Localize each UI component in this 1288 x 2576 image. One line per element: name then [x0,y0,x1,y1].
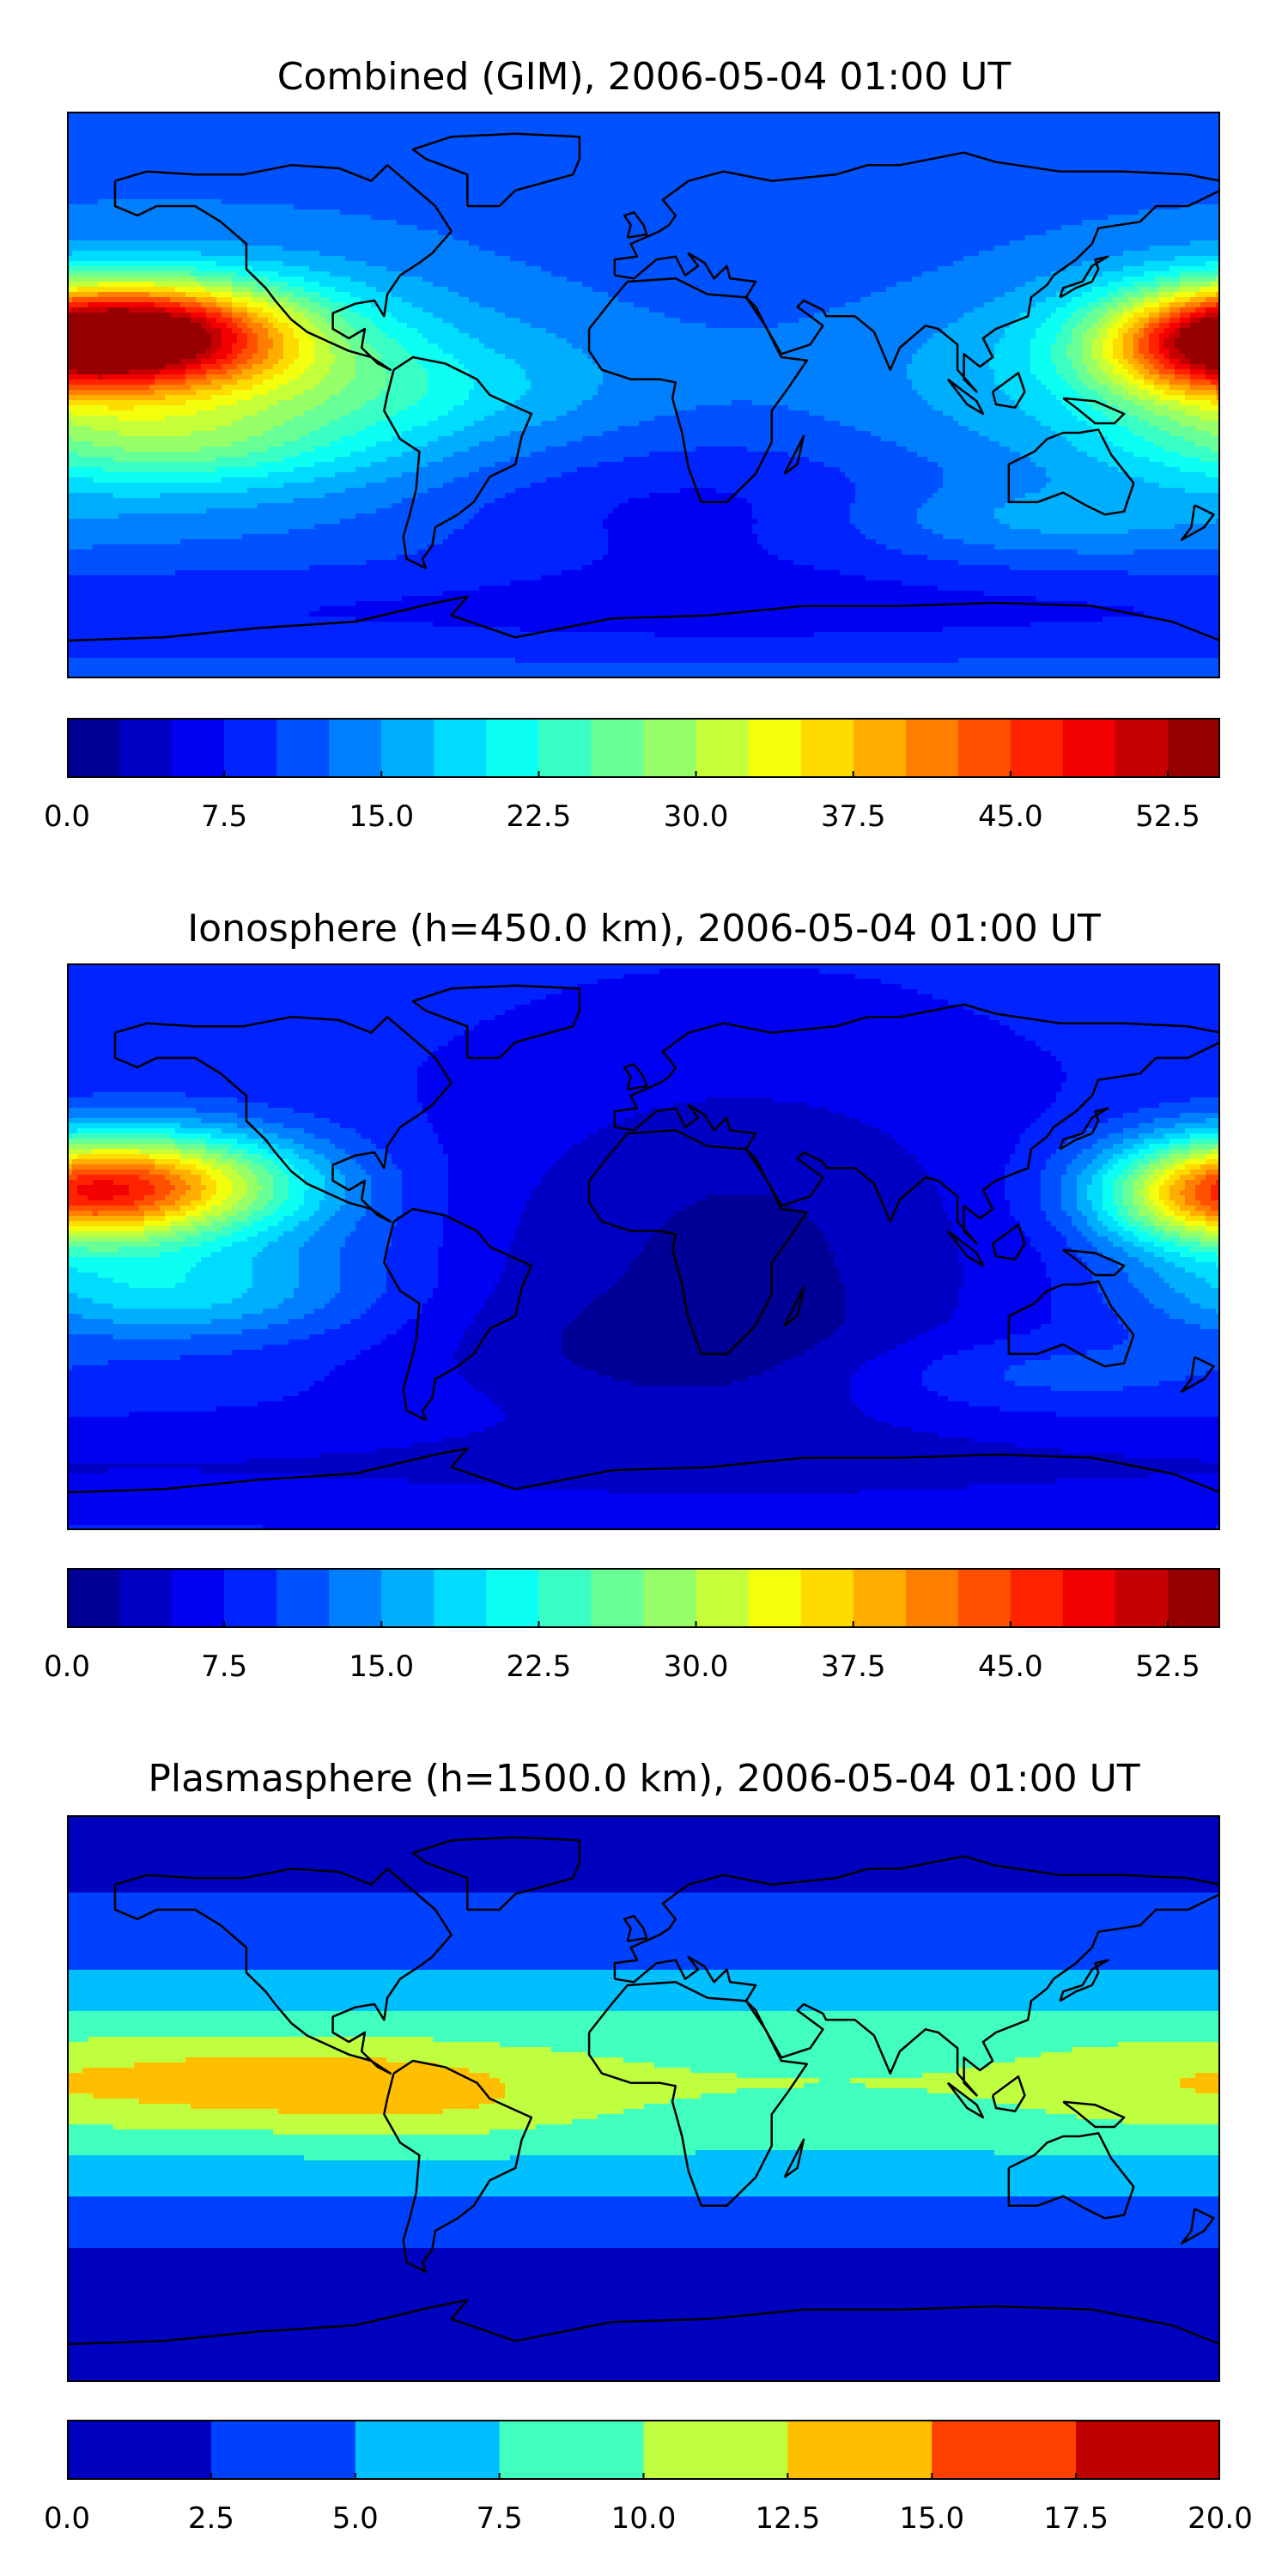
colorbar-segment [224,718,277,778]
colorbar-segment [591,718,645,778]
colorbar-tick-label: 15.0 [349,1649,415,1684]
colorbar-tick-label: 37.5 [820,1649,886,1684]
colorbar-segment [172,1568,225,1628]
colorbar-tick-label: 52.5 [1135,1649,1200,1684]
colorbar-segment [381,1568,434,1628]
colorbar-tick-label: 15.0 [349,799,415,834]
colorbar-tick-label: 7.5 [476,2501,523,2536]
colorbar-segment [119,1568,173,1628]
colorbar-segment [748,718,802,778]
colorbar-segment [210,2420,356,2480]
colorbar-segment [1062,718,1116,778]
colorbar-segment [434,1568,487,1628]
colorbar-segment [538,1568,592,1628]
colorbar-segment [1115,718,1169,778]
colorbar-tick-label: 0.0 [43,2501,91,2536]
panel-2-map [67,963,1220,1530]
colorbar-tick-label: 12.5 [755,2501,821,2536]
colorbar-segment [932,2420,1077,2480]
colorbar-segment [696,718,750,778]
colorbar-segment [67,2420,212,2480]
colorbar-tick-label: 30.0 [663,1649,729,1684]
colorbar-segment [276,1568,330,1628]
panel-2-colorbar-ticks: 0.0 7.5 15.0 22.5 30.0 37.5 45.0 52.5 [0,1647,1288,1690]
colorbar-segment [355,2420,501,2480]
colorbar-segment [329,718,382,778]
panel-3-map [67,1815,1220,2382]
panel-1-title: Combined (GIM), 2006-05-04 01:00 UT [276,55,1012,99]
colorbar-tick-label: 45.0 [977,799,1043,834]
colorbar-tick-label: 5.0 [331,2501,379,2536]
colorbar-tick-label: 7.5 [201,799,248,834]
colorbar-segment [1010,718,1064,778]
colorbar-segment [1076,2420,1220,2480]
colorbar-segment [329,1568,382,1628]
colorbar-segment [224,1568,277,1628]
colorbar-segment [957,1568,1012,1628]
colorbar-segment [486,1568,540,1628]
colorbar-segment [643,1568,697,1628]
colorbar-tick-label: 15.0 [899,2501,965,2536]
panel-3-title: Plasmasphere (h=1500.0 km), 2006-05-04 0… [148,1757,1140,1801]
colorbar-segment [499,2420,645,2480]
colorbar-tick-label: 0.0 [43,799,91,834]
panel-3-colorbar-ticks: 0.0 2.5 5.0 7.5 10.0 12.5 15.0 17.5 20.0 [0,2499,1288,2542]
colorbar-segment [67,1568,120,1628]
colorbar-tick-label: 22.5 [506,799,572,834]
colorbar-tick-label: 10.0 [611,2501,677,2536]
colorbar-segment [1167,718,1220,778]
panel-3-colorbar [67,2420,1220,2480]
colorbar-segment [748,1568,802,1628]
colorbar-tick-label: 17.5 [1043,2501,1109,2536]
colorbar-segment [172,718,225,778]
panel-1-map [67,112,1220,678]
colorbar-segment [905,1568,959,1628]
colorbar-segment [67,718,120,778]
map-frame [67,1815,1220,2382]
colorbar-segment [787,2420,933,2480]
colorbar-segment [119,718,173,778]
colorbar-segment [800,718,854,778]
panel-1-colorbar-ticks: 0.0 7.5 15.0 22.5 30.0 37.5 45.0 52.5 [0,797,1288,840]
colorbar-segment [853,718,907,778]
colorbar-segment [381,718,434,778]
coastlines [67,1836,1220,2346]
colorbar-segment [853,1568,907,1628]
colorbar-segment [643,2420,788,2480]
colorbar-tick-label: 20.0 [1188,2501,1253,2536]
colorbar-segment [1115,1568,1169,1628]
panel-1-colorbar [67,718,1220,778]
colorbar-segment [905,718,959,778]
coastlines [67,984,1220,1494]
map-frame [67,112,1220,678]
coastlines [67,132,1220,642]
colorbar-segment [643,718,697,778]
colorbar-segment [1167,1568,1220,1628]
colorbar-tick-label: 52.5 [1135,799,1200,834]
colorbar-segment [538,718,592,778]
colorbar-tick-label: 37.5 [820,799,886,834]
panel-2-title: Ionosphere (h=450.0 km), 2006-05-04 01:0… [187,907,1101,951]
map-frame [67,963,1220,1530]
panel-2-colorbar [67,1568,1220,1628]
colorbar-segment [486,718,540,778]
colorbar-tick-label: 2.5 [187,2501,234,2536]
colorbar-segment [696,1568,750,1628]
colorbar-segment [957,718,1012,778]
colorbar-segment [1062,1568,1116,1628]
colorbar-segment [276,718,330,778]
colorbar-segment [800,1568,854,1628]
colorbar-tick-label: 45.0 [977,1649,1043,1684]
colorbar-tick-label: 0.0 [43,1649,91,1684]
colorbar-tick-label: 30.0 [663,799,729,834]
colorbar-segment [1010,1568,1064,1628]
colorbar-segment [434,718,487,778]
colorbar-tick-label: 7.5 [201,1649,248,1684]
colorbar-tick-label: 22.5 [506,1649,572,1684]
colorbar-segment [591,1568,645,1628]
